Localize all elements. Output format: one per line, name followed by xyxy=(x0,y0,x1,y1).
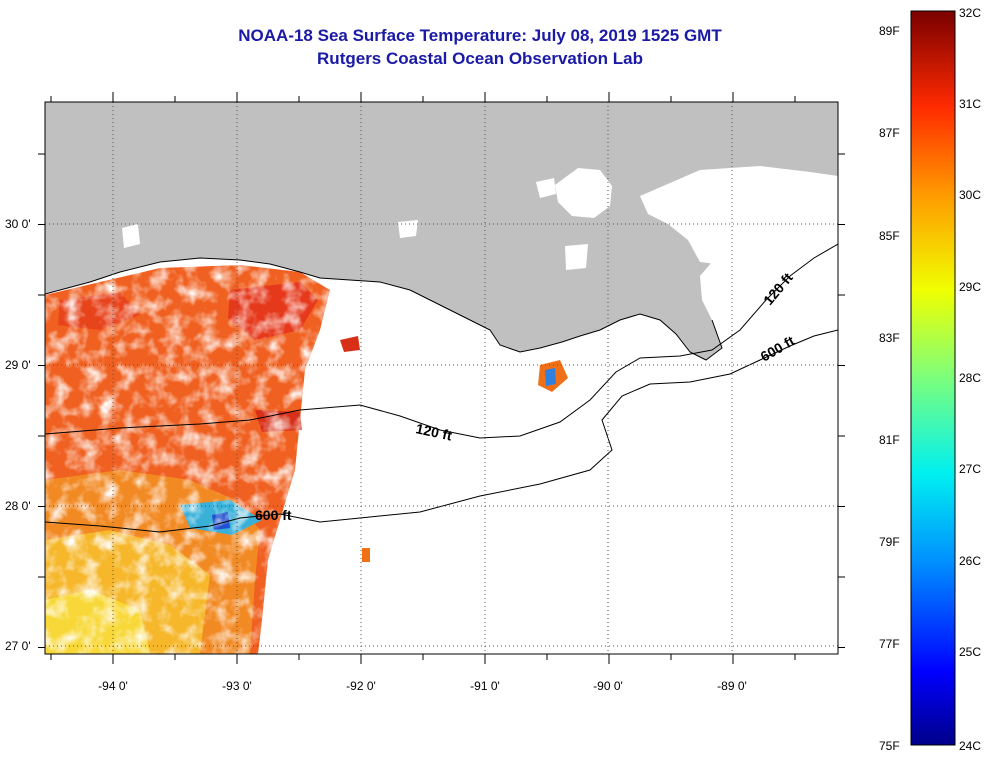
inland-water xyxy=(122,166,838,270)
sst-data-field xyxy=(45,212,568,654)
lon-tick-label: -94 0' xyxy=(98,679,128,693)
lon-tick-label: -89 0' xyxy=(717,679,747,693)
contour-120ft xyxy=(45,243,838,439)
lon-tick-label: -92 0' xyxy=(346,679,376,693)
map-title: NOAA-18 Sea Surface Temperature: July 08… xyxy=(238,26,722,45)
contour-label: 600 ft xyxy=(255,507,292,523)
contour-600ft xyxy=(45,329,838,533)
lat-tick-label: 27 0' xyxy=(5,639,31,653)
graticule xyxy=(45,102,838,654)
map-subtitle: Rutgers Coastal Ocean Observation Lab xyxy=(317,49,643,68)
land-mass xyxy=(45,102,838,360)
lon-tick-label: -91 0' xyxy=(470,679,500,693)
contour-label: 120 ft xyxy=(414,420,453,443)
lon-tick-label: -90 0' xyxy=(593,679,623,693)
lat-tick-label: 28 0' xyxy=(5,499,31,513)
lat-tick-label: 29 0' xyxy=(5,358,31,372)
map-frame xyxy=(44,101,839,655)
lon-tick-label: -93 0' xyxy=(222,679,252,693)
coastline xyxy=(45,257,723,361)
lat-tick-label: 30 0' xyxy=(5,217,31,231)
